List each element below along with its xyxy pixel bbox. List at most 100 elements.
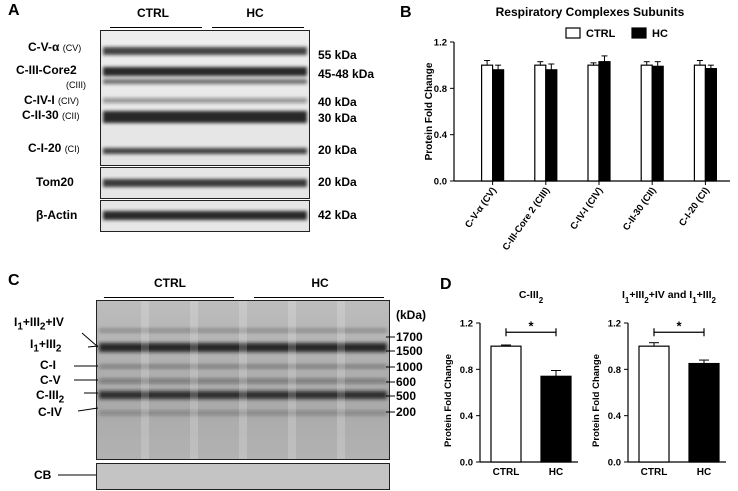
chart-b-xtick-label: C-IV-I (CIV) — [568, 185, 605, 232]
kda-label-civ: 40 kDa — [318, 95, 357, 109]
complex-label-civ: C-IV — [38, 405, 62, 419]
d1-xtick-label: CTRL — [493, 467, 520, 478]
d1-xtick-label: HC — [549, 467, 563, 478]
band-cv-native — [99, 379, 387, 383]
d1-ytick-label: 1.2 — [460, 319, 473, 330]
bn-page-bands — [99, 301, 387, 459]
kda-label-ciii: 45-48 kDa — [318, 67, 375, 81]
group-line-hc-a — [212, 27, 304, 28]
d2-ytick-label: 1.2 — [608, 319, 621, 330]
d2-xtick-label: HC — [697, 467, 711, 478]
d1-title: C-III2 — [519, 289, 544, 305]
band-civ — [103, 98, 307, 103]
marker-600: 600 — [396, 375, 417, 389]
chart-b-ytick-label: 0.8 — [434, 84, 447, 95]
chart-b-bar-hc — [598, 61, 611, 182]
group-line-ctrl-c — [104, 297, 234, 298]
band-label-cv: C-V-α (CV) — [28, 40, 82, 54]
d2-ytick-label: 0.4 — [608, 411, 622, 422]
tom20-band — [103, 179, 307, 187]
chart-b-xtick-label: C-I-20 (CI) — [677, 185, 712, 228]
group-label-ctrl-c: CTRL — [154, 276, 186, 290]
d2-ytick-label: 0.0 — [608, 458, 621, 469]
oxphos-blot — [100, 30, 310, 166]
chart-b-xtick-label: C-V-α (CV) — [463, 185, 499, 230]
actin-label: β-Actin — [36, 208, 78, 222]
d1-ytick-label: 0.0 — [460, 458, 473, 469]
d1-bar-ctrl — [490, 345, 522, 463]
band-civ-native — [99, 411, 387, 415]
chart-b-ytick-label: 0.0 — [434, 177, 447, 188]
chart-b-bar-hc — [545, 69, 558, 182]
kda-label-cv: 55 kDa — [318, 48, 357, 62]
d1-ylabel: Protein Fold Change — [443, 354, 454, 447]
chart-b-bar-ctrl — [480, 64, 494, 182]
band-cv — [103, 47, 307, 55]
kda-label-ci: 20 kDa — [318, 143, 357, 157]
marker-200: 200 — [396, 405, 417, 419]
complex-label-i1-iii2: I1+III2 — [30, 337, 62, 355]
tom20-kda: 20 kDa — [318, 175, 357, 189]
band-ci-native — [99, 365, 387, 368]
chart-b-bar-ctrl — [587, 64, 600, 182]
kda-title-c: (kDa) — [396, 308, 427, 322]
chart-b-bar-hc — [491, 69, 505, 182]
chart-b-bar-hc — [704, 68, 717, 182]
panel-letter-a: A — [8, 2, 20, 19]
bn-page-gel — [96, 300, 390, 460]
group-label-hc-c: HC — [311, 276, 329, 290]
cb-label: CB — [34, 468, 52, 482]
chart-b-title: Respiratory Complexes Subunits — [496, 5, 685, 19]
marker-1500: 1500 — [396, 344, 423, 358]
chart-b-legend-swatch-ctrl — [565, 27, 581, 39]
band-i1-iii2 — [99, 343, 387, 352]
group-label-ctrl-a: CTRL — [137, 6, 169, 20]
band-label-civ: C-IV-I (CIV) — [24, 93, 80, 107]
group-line-ctrl-a — [110, 27, 202, 28]
chart-b-legend-label-ctrl: CTRL — [586, 28, 616, 40]
chart-d-right: I1+III2+IV and I1+III2 0.0 0.4 0.8 1.2 Protei… — [591, 289, 726, 478]
actin-kda: 42 kDa — [318, 208, 357, 222]
band-label-ciii: C-III-Core2 (CIII) — [16, 63, 86, 90]
band-label-ci: C-I-20 (CI) — [28, 141, 80, 155]
complex-label-i1-iii2-iv: I1+III2+IV — [14, 315, 64, 333]
band-label-cii: C-II-30 (CII) — [22, 108, 80, 122]
chart-b-xtick-label: C-III-Core 2 (CIII) — [501, 185, 553, 252]
group-line-hc-c — [254, 297, 384, 298]
band-cii — [103, 111, 307, 123]
band-ciii-lower — [103, 79, 307, 84]
band-ci — [103, 148, 307, 154]
chart-b-bar-ctrl — [534, 64, 547, 182]
d1-ytick-label: 0.4 — [460, 411, 474, 422]
complex-pointer-lines — [74, 332, 99, 412]
complex-label-cv: C-V — [40, 373, 61, 387]
d2-xtick-label: CTRL — [641, 467, 668, 478]
panel-letter-b: B — [400, 4, 412, 21]
chart-b-bar-hc — [651, 65, 664, 182]
marker-1000: 1000 — [396, 360, 423, 374]
panel-letter-c: C — [8, 272, 20, 289]
actin-band — [103, 211, 307, 220]
d1-ytick-label: 0.8 — [460, 365, 473, 376]
d2-sig-star: * — [676, 318, 682, 333]
cb-strip — [96, 463, 390, 490]
d2-bar-ctrl — [638, 345, 670, 463]
chart-d-left: C-III2 0.0 0.4 0.8 1.2 Protein Fold Change CTR… — [443, 289, 578, 478]
chart-b-legend-label-hc: HC — [652, 28, 668, 40]
marker-500: 500 — [396, 389, 417, 403]
d2-ylabel: Protein Fold Change — [591, 354, 602, 447]
d1-sig-star: * — [528, 318, 534, 333]
chart-b-bar-ctrl — [640, 64, 653, 182]
marker-ticks — [386, 336, 395, 413]
chart-b-ylabel: Protein Fold Change — [424, 62, 435, 160]
complex-label-ciii2: C-III2 — [36, 388, 65, 406]
chart-b: Respiratory Complexes Subunits 0.0 0.4 0.8 1… — [424, 5, 730, 253]
panel-letter-d: D — [440, 276, 452, 293]
tom20-blot — [100, 167, 310, 199]
actin-blot — [100, 200, 310, 232]
chart-b-bar-ctrl — [693, 64, 706, 182]
d2-bar-hc — [688, 362, 720, 463]
band-i1-iii2-iv — [99, 329, 387, 332]
d2-ytick-label: 0.8 — [608, 365, 621, 376]
complex-label-ci: C-I — [40, 358, 56, 372]
